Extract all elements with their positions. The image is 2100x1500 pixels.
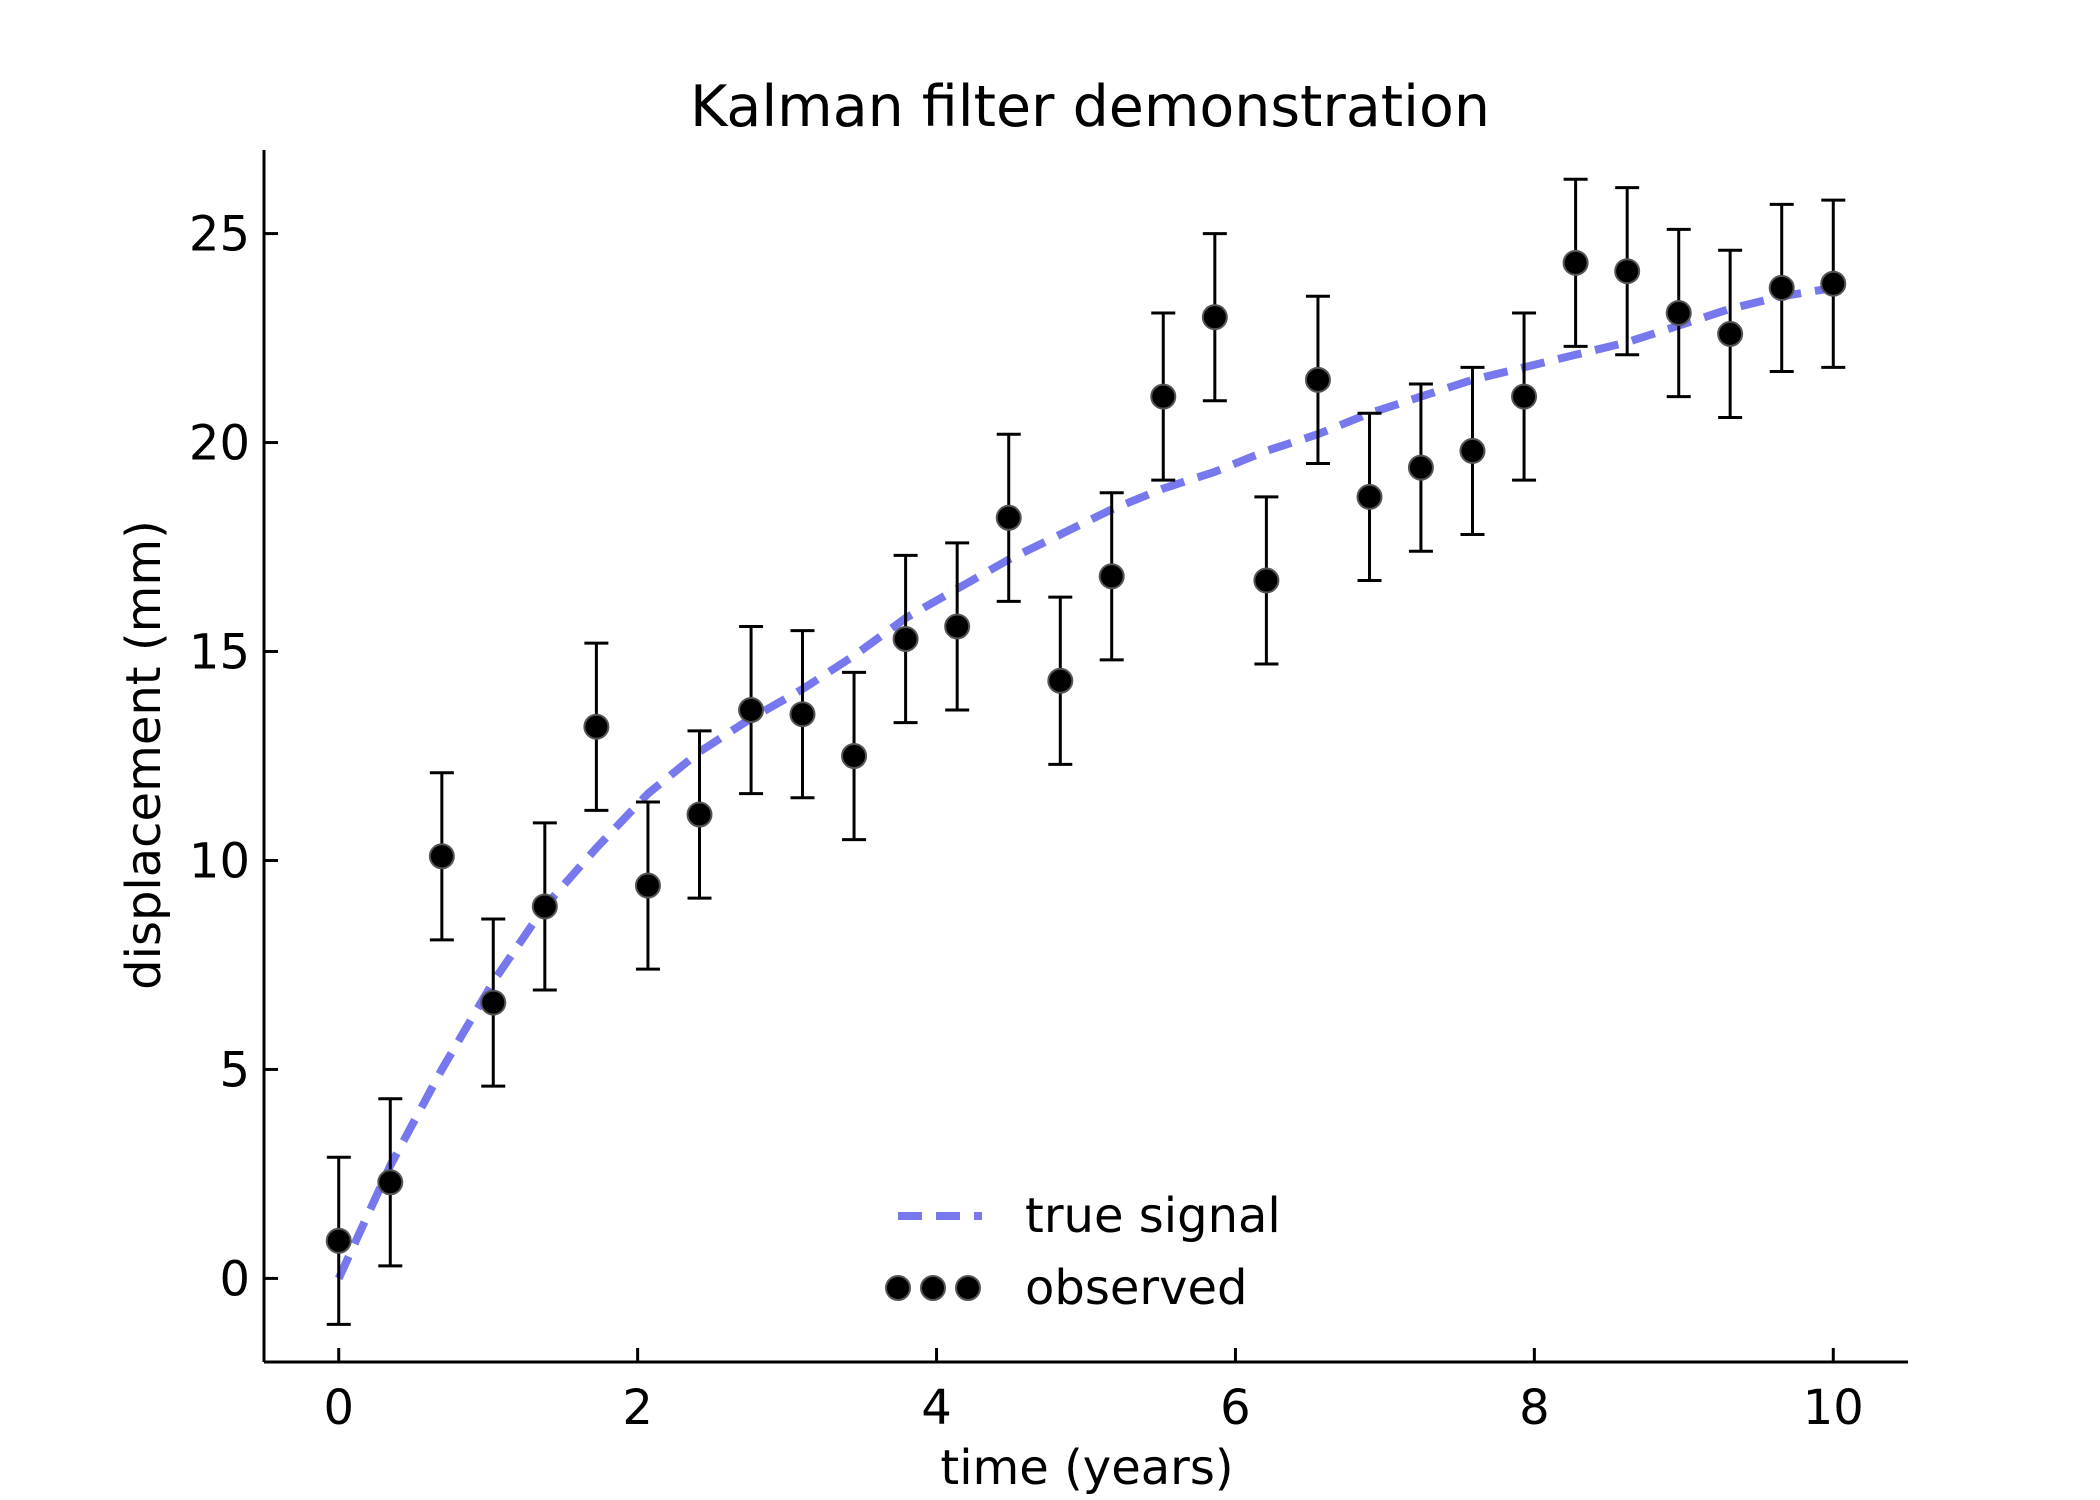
observed-point: [325, 1227, 352, 1254]
observed-point: [1562, 249, 1589, 276]
observed-point: [738, 697, 765, 724]
observed-point: [1201, 304, 1228, 331]
observed-point: [1356, 483, 1383, 510]
x-tick-label: 6: [1220, 1380, 1251, 1436]
y-tick-label: 0: [219, 1251, 250, 1307]
y-ticks: 0 5 10 15 20 25: [189, 207, 278, 1307]
observed-point: [480, 989, 507, 1016]
legend-true-signal-label: true signal: [1025, 1188, 1281, 1244]
x-tick-label: 10: [1803, 1380, 1864, 1436]
observed-point: [1614, 258, 1641, 285]
y-tick-label: 20: [189, 416, 250, 472]
x-tick-label: 0: [323, 1380, 354, 1436]
x-tick-label: 8: [1519, 1380, 1550, 1436]
observed-point: [1511, 383, 1538, 410]
observed-point: [1407, 454, 1434, 481]
x-ticks: 0 2 4 6 8 10: [323, 1348, 1864, 1436]
observed-point: [995, 504, 1022, 531]
observed-point: [1768, 274, 1795, 301]
observed-point: [634, 872, 661, 899]
observed-point: [892, 625, 919, 652]
observed-errorbars: [326, 177, 1846, 1326]
legend-observed-marker: [920, 1275, 946, 1301]
observed-point: [531, 893, 558, 920]
observed-point: [428, 843, 455, 870]
observed-point: [789, 701, 816, 728]
legend-observed-marker: [885, 1275, 911, 1301]
x-tick-label: 2: [622, 1380, 653, 1436]
observed-point: [1304, 366, 1331, 393]
x-tick-label: 4: [921, 1380, 952, 1436]
y-tick-label: 5: [219, 1042, 250, 1098]
observed-points: [325, 249, 1847, 1254]
observed-point: [1098, 563, 1125, 590]
observed-point: [583, 713, 610, 740]
observed-point: [686, 801, 713, 828]
y-axis-label: displacement (mm): [116, 520, 172, 990]
observed-point: [841, 743, 868, 769]
observed-point: [377, 1169, 404, 1196]
observed-point: [1820, 270, 1847, 297]
observed-point: [1150, 383, 1177, 410]
legend: true signal observed: [885, 1188, 1281, 1316]
x-axis-label: time (years): [940, 1440, 1233, 1496]
observed-point: [1047, 667, 1074, 694]
plot-area: [325, 177, 1847, 1326]
observed-point: [1717, 320, 1744, 347]
y-tick-label: 15: [189, 625, 250, 681]
legend-observed-marker: [955, 1275, 981, 1301]
observed-point: [1253, 567, 1280, 594]
chart-title: Kalman filter demonstration: [690, 74, 1490, 140]
observed-point: [1665, 299, 1692, 326]
true-signal-line: [335, 283, 1834, 1281]
true-signal-path: [335, 283, 1834, 1281]
observed-point: [944, 613, 971, 640]
legend-observed-label: observed: [1025, 1260, 1248, 1316]
y-tick-label: 10: [189, 833, 250, 889]
y-tick-label: 25: [189, 207, 250, 263]
observed-point: [1459, 437, 1486, 464]
